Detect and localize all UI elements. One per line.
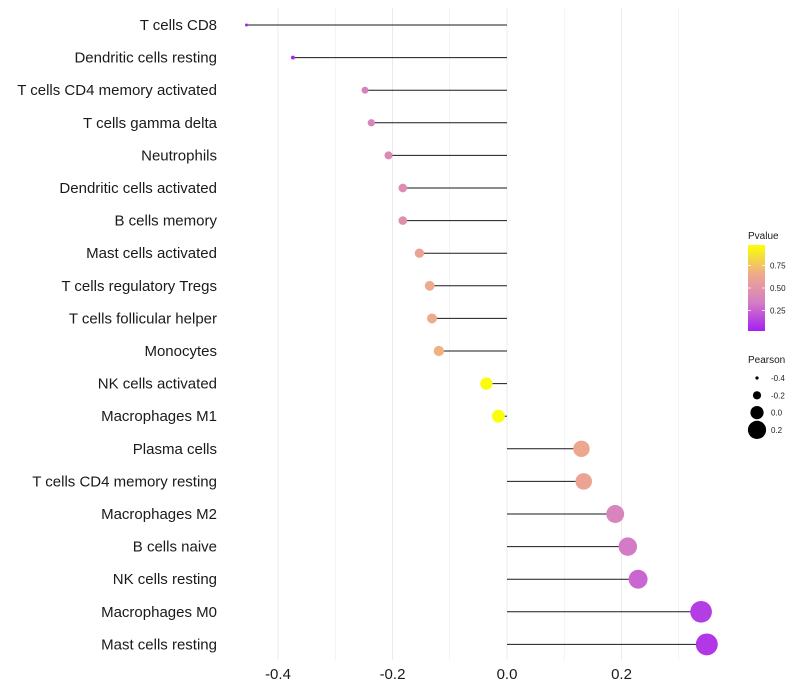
y-axis-label: Macrophages M1 (101, 408, 217, 425)
data-point (384, 151, 393, 160)
data-point (367, 119, 375, 127)
pearson-legend-key (750, 406, 764, 420)
data-point (575, 473, 592, 490)
x-axis-tick-labels: -0.4 -0.2 0.0 0.2 (265, 666, 632, 683)
pearson-legend-key (755, 376, 759, 380)
data-point (433, 345, 444, 357)
data-point (690, 600, 712, 623)
pvalue-legend-tick-label: 0.25 (770, 306, 786, 315)
y-axis-label: T cells gamma delta (83, 115, 218, 132)
pvalue-legend-tick-label: 0.75 (770, 262, 786, 271)
data-point (618, 537, 638, 556)
data-point (427, 313, 437, 324)
x-axis-tick-label: -0.2 (380, 666, 406, 683)
data-point (573, 440, 590, 458)
grid-lines (277, 8, 680, 660)
pvalue-legend-title: Pvalue (748, 231, 779, 242)
y-axis-label: T cells regulatory Tregs (61, 278, 217, 295)
pearson-legend-title: Pearson (748, 355, 785, 366)
x-axis-tick-label: -0.4 (265, 666, 291, 683)
y-axis-label: Mast cells resting (101, 636, 217, 653)
lollipop-segments (246, 24, 707, 645)
y-axis-labels: T cells CD8 Dendritic cells resting T cell… (17, 17, 217, 653)
data-point (398, 183, 408, 193)
data-point (245, 23, 249, 27)
pearson-legend-label: 0.0 (771, 409, 783, 418)
y-axis-label: T cells follicular helper (69, 310, 217, 327)
y-axis-label: Mast cells activated (86, 245, 217, 262)
pvalue-legend: Pvalue 0.25 0.50 0.75 (748, 231, 786, 331)
y-axis-label: Neutrophils (141, 147, 217, 164)
pvalue-legend-tick-label: 0.50 (770, 284, 786, 293)
data-point (414, 248, 425, 258)
pearson-legend-label: -0.4 (771, 374, 785, 383)
y-axis-label: T cells CD4 memory resting (32, 473, 217, 490)
x-axis-tick-label: 0.0 (497, 666, 518, 683)
pearson-legend-label: 0.2 (771, 426, 783, 435)
y-axis-label: NK cells resting (113, 571, 217, 588)
y-axis-label: T cells CD4 memory activated (17, 82, 217, 99)
y-axis-label: Macrophages M0 (101, 604, 217, 621)
pearson-legend-key (747, 420, 767, 439)
data-point (424, 280, 435, 291)
data-point (398, 216, 408, 225)
pvalue-colorbar (748, 245, 765, 331)
data-point (628, 569, 648, 589)
y-axis-label: T cells CD8 (140, 17, 217, 34)
lollipop-points (245, 23, 718, 656)
y-axis-label: Dendritic cells activated (59, 180, 217, 197)
data-point (361, 86, 369, 94)
y-axis-label: B cells naive (133, 539, 217, 556)
pearson-legend-key (752, 391, 762, 400)
pearson-legend-label: -0.2 (771, 391, 785, 400)
y-axis-label: Plasma cells (133, 441, 217, 458)
data-point (290, 55, 295, 60)
y-axis-label: Dendritic cells resting (74, 50, 217, 67)
data-point (606, 505, 625, 523)
pearson-legend: Pearson -0.4 -0.2 0.0 0.2 (747, 355, 785, 439)
y-axis-label: Macrophages M2 (101, 506, 217, 523)
data-point (695, 633, 718, 656)
data-point (480, 377, 493, 390)
y-axis-label: NK cells activated (98, 376, 217, 393)
y-axis-label: B cells memory (114, 213, 217, 230)
data-point (492, 409, 505, 423)
x-axis-tick-label: 0.2 (611, 666, 632, 683)
y-axis-label: Monocytes (144, 343, 217, 360)
